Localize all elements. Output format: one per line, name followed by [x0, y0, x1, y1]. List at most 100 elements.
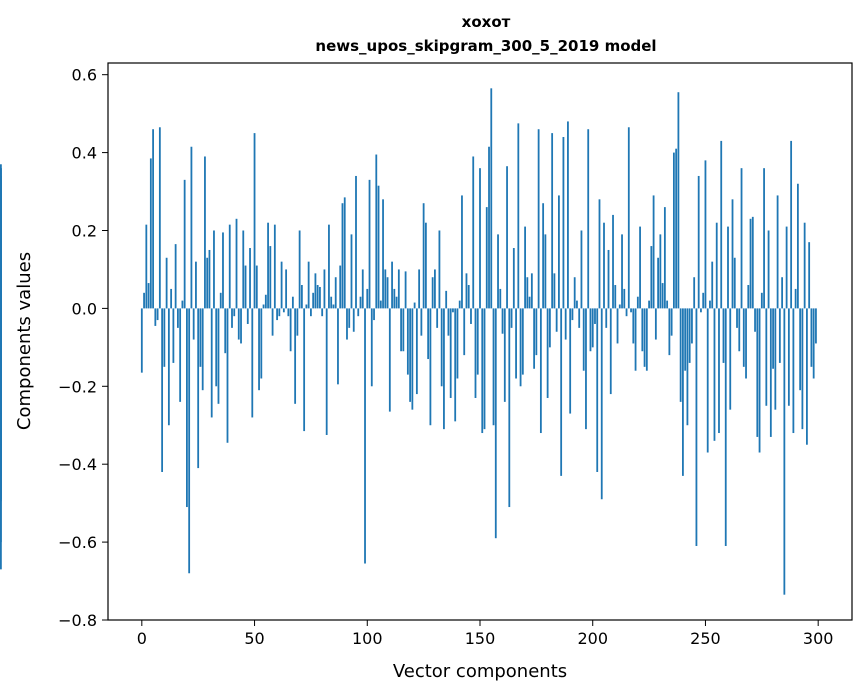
bar-component-70 — [298, 230, 301, 309]
bar-component-108 — [384, 269, 387, 309]
bar-component-41 — [233, 308, 236, 317]
bar-component-37 — [224, 308, 227, 354]
bar-component-61 — [278, 308, 281, 317]
bar-component-240 — [682, 308, 684, 476]
bar-component-284 — [781, 277, 784, 309]
bar-component-71 — [300, 285, 303, 309]
bar-component-212 — [618, 304, 621, 309]
bar-component-183 — [553, 273, 556, 309]
bar-component-79 — [319, 286, 321, 309]
bar-component-55 — [264, 294, 267, 309]
bar-component-74 — [307, 261, 310, 309]
bar-component-252 — [709, 300, 711, 309]
bar-component-132 — [438, 230, 441, 309]
bar-component-126 — [424, 222, 427, 309]
bar-component-28 — [204, 156, 206, 309]
bar-component-146 — [470, 308, 472, 324]
bar-component-273 — [756, 308, 759, 437]
bar-component-54 — [262, 304, 265, 309]
bar-component-186 — [560, 308, 563, 476]
bar-component-167 — [517, 123, 520, 309]
bar-component-283 — [778, 308, 781, 363]
y-axis: −0.8 −0.6 −0.4 −0.2 0.0 0.2 0.4 0.6 — [58, 66, 108, 630]
bar-component-286 — [785, 226, 788, 309]
bar-component-116 — [402, 308, 405, 352]
bar-component-144 — [465, 273, 468, 309]
bar-component-32 — [213, 230, 215, 309]
bar-component-118 — [406, 308, 409, 375]
bar-component-178 — [542, 203, 545, 309]
bar-component-114 — [397, 269, 400, 309]
bar-component-35 — [219, 292, 222, 309]
bar-component-150 — [479, 168, 481, 309]
bar-component-19 — [183, 179, 186, 309]
bar-component-277 — [765, 308, 768, 406]
bar-component-52 — [258, 308, 260, 391]
bar-component-44 — [240, 308, 242, 344]
bar-component-53 — [260, 308, 263, 379]
x-tick-label: 100 — [352, 629, 383, 648]
bar-component-207 — [607, 249, 610, 309]
bar-component-84 — [330, 296, 333, 309]
chart-subtitle: news_upos_skipgram_300_5_2019 model — [315, 37, 656, 55]
bar-component-56 — [267, 222, 269, 309]
bar-component-175 — [535, 308, 538, 356]
bar-component-194 — [578, 308, 581, 328]
bar-component-221 — [639, 226, 641, 309]
x-axis: 0 50 100 150 200 250 300 — [137, 620, 833, 648]
bar-component-97 — [359, 296, 362, 309]
bar-component-69 — [296, 308, 299, 336]
bar-component-68 — [294, 308, 297, 404]
bar-component-177 — [539, 308, 542, 434]
bar-component-249 — [702, 292, 705, 309]
bar-component-9 — [161, 308, 164, 472]
bar-component-253 — [711, 261, 714, 309]
bar-component-292 — [799, 308, 802, 391]
bar-component-75 — [310, 308, 312, 317]
bar-component-60 — [276, 308, 278, 321]
bar-component-115 — [400, 308, 402, 352]
bar-component-129 — [431, 277, 434, 309]
bar-component-181 — [548, 308, 551, 348]
bar-component-121 — [413, 302, 416, 309]
bar-component-undefined — [0, 308, 2, 414]
bar-component-247 — [697, 175, 700, 309]
bar-component-290 — [794, 288, 797, 309]
bar-component-244 — [691, 308, 693, 344]
bar-component-127 — [427, 308, 430, 360]
bar-component-241 — [684, 308, 687, 371]
bar-component-289 — [792, 308, 795, 434]
bar-component-235 — [670, 308, 673, 336]
bar-component-62 — [280, 261, 283, 309]
bar-component-229 — [657, 257, 660, 309]
bar-component-87 — [337, 308, 339, 385]
bar-component-145 — [467, 285, 470, 309]
bar-component-90 — [343, 197, 346, 309]
bar-component-254 — [713, 308, 716, 441]
bar-component-255 — [715, 222, 718, 309]
bar-component-137 — [449, 308, 452, 398]
bar-component-91 — [346, 308, 348, 340]
bar-component-47 — [246, 308, 249, 324]
bar-component-288 — [790, 140, 793, 309]
bar-component-296 — [808, 242, 811, 309]
bar-component-263 — [733, 257, 736, 309]
bar-component-98 — [361, 269, 364, 309]
bar-component-15 — [174, 244, 177, 309]
x-tick-label: 50 — [244, 629, 264, 648]
bar-component-281 — [774, 308, 777, 410]
bar-component-165 — [512, 248, 515, 309]
bar-component-66 — [289, 308, 292, 352]
bar-component-189 — [567, 121, 569, 309]
bar-component-294 — [803, 222, 806, 309]
bar-component-213 — [621, 234, 623, 309]
bar-component-83 — [328, 224, 330, 309]
bar-component-192 — [573, 277, 576, 309]
bar-component-124 — [420, 308, 423, 336]
bar-component-149 — [476, 308, 479, 375]
bar-component-110 — [388, 308, 391, 412]
bar-component-223 — [643, 308, 646, 367]
bar-component-30 — [208, 249, 211, 309]
bar-component-142 — [461, 195, 463, 309]
y-tick-label: 0.2 — [72, 221, 97, 240]
